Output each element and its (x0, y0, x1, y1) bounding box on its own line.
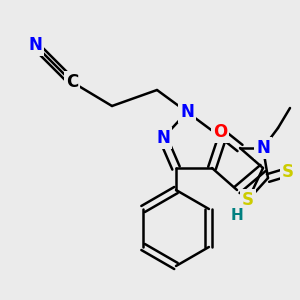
Text: N: N (156, 129, 170, 147)
Text: C: C (66, 73, 78, 91)
Text: N: N (180, 103, 194, 121)
Text: O: O (213, 123, 227, 141)
Text: N: N (256, 139, 270, 157)
Text: N: N (28, 36, 42, 54)
Text: S: S (242, 191, 254, 209)
Text: H: H (231, 208, 243, 223)
Text: S: S (282, 163, 294, 181)
